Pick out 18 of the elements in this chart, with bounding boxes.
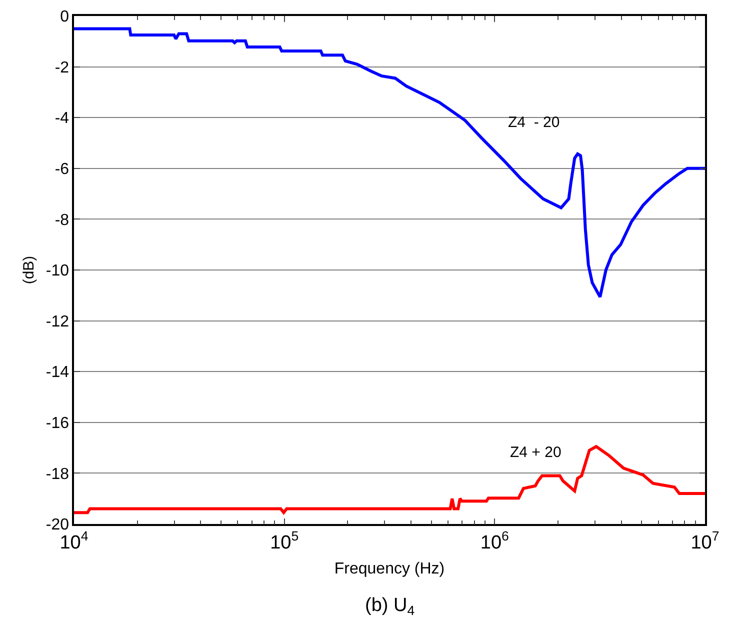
y-tick-label: -8 xyxy=(54,212,70,229)
x-tick-label: 10$^{6}$ xyxy=(480,528,509,554)
y-tick-label: -10 xyxy=(46,262,70,280)
series-label: Z4 - 20 xyxy=(508,114,560,131)
y-tick-label: -4 xyxy=(54,110,70,128)
x-axis-title: Frequency (Hz) xyxy=(334,560,445,578)
y-tick-label: 0 xyxy=(60,8,70,26)
x-tick-label: 10$^{7}$ xyxy=(690,528,720,554)
y-tick-label: -18 xyxy=(46,466,70,483)
y-tick-label: -6 xyxy=(54,161,70,178)
series-label: Z4 + 20 xyxy=(510,444,562,461)
text: (b) U$_{4}$ xyxy=(365,595,415,618)
y-tick-label: -16 xyxy=(46,415,70,432)
y-axis-title: (dB) xyxy=(20,256,38,284)
y-tick-label: -14 xyxy=(46,364,70,382)
y-tick-label: -12 xyxy=(46,313,70,330)
y-tick-label: -2 xyxy=(54,59,70,76)
x-tick-label: 10$^{5}$ xyxy=(270,528,299,554)
